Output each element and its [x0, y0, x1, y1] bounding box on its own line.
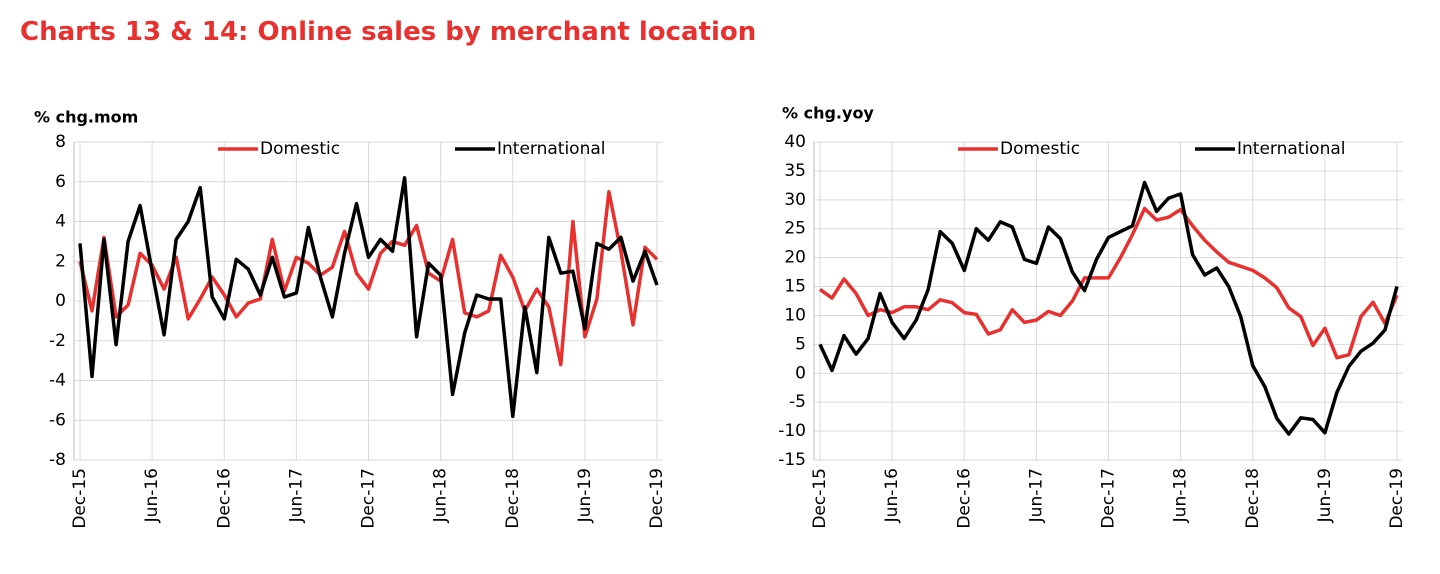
x-tick-label: Jun-18 — [431, 468, 451, 523]
x-tick-label: Dec-18 — [503, 468, 523, 529]
y-axis-label: % chg.yoy — [782, 104, 874, 123]
y-tick-label: 8 — [55, 132, 66, 152]
y-tick-label: 0 — [795, 363, 806, 383]
legend-label: International — [497, 139, 606, 159]
y-tick-label: 15 — [784, 277, 806, 297]
x-tick-label: Jun-17 — [1026, 468, 1046, 523]
legend-label: Domestic — [1000, 139, 1080, 159]
x-tick-label: Dec-17 — [359, 468, 379, 529]
y-tick-label: -6 — [49, 410, 66, 430]
x-tick-label: Jun-17 — [286, 468, 306, 523]
x-tick-label: Jun-19 — [575, 468, 595, 523]
page-title: Charts 13 & 14: Online sales by merchant… — [20, 17, 756, 47]
x-tick-label: Dec-16 — [954, 468, 974, 529]
x-tick-label: Dec-15 — [70, 468, 90, 529]
y-tick-label: -10 — [778, 421, 806, 441]
x-tick-label: Jun-19 — [1315, 468, 1335, 523]
y-tick-label: -2 — [49, 331, 66, 351]
x-tick-label: Jun-16 — [142, 468, 162, 523]
x-tick-label: Dec-19 — [647, 468, 667, 529]
y-tick-label: 2 — [55, 251, 66, 271]
y-tick-label: -8 — [49, 450, 66, 470]
y-tick-label: -5 — [789, 392, 806, 412]
legend-label: Domestic — [260, 139, 340, 159]
series-line — [818, 180, 1399, 436]
x-tick-label: Dec-19 — [1387, 468, 1407, 529]
y-tick-label: 4 — [55, 212, 66, 232]
y-tick-label: -4 — [49, 371, 66, 391]
series-line — [818, 206, 1399, 360]
legend-label: International — [1237, 139, 1346, 159]
x-tick-label: Dec-17 — [1099, 468, 1119, 529]
x-tick-label: Jun-16 — [882, 468, 902, 523]
y-tick-label: 0 — [55, 291, 66, 311]
y-axis-label: % chg.mom — [34, 108, 138, 127]
y-tick-label: 25 — [784, 219, 806, 239]
y-tick-label: 35 — [784, 161, 806, 181]
y-tick-label: 30 — [784, 190, 806, 210]
series-line — [78, 176, 659, 419]
x-tick-label: Dec-18 — [1243, 468, 1263, 529]
x-tick-label: Dec-16 — [214, 468, 234, 529]
x-tick-label: Dec-15 — [810, 468, 830, 529]
series-line — [78, 189, 659, 367]
x-tick-label: Jun-18 — [1171, 468, 1191, 523]
y-tick-label: 6 — [55, 172, 66, 192]
y-tick-label: 5 — [795, 334, 806, 354]
y-tick-label: -15 — [778, 450, 806, 470]
y-tick-label: 10 — [784, 305, 806, 325]
y-tick-label: 40 — [784, 132, 806, 152]
y-tick-label: 20 — [784, 248, 806, 268]
